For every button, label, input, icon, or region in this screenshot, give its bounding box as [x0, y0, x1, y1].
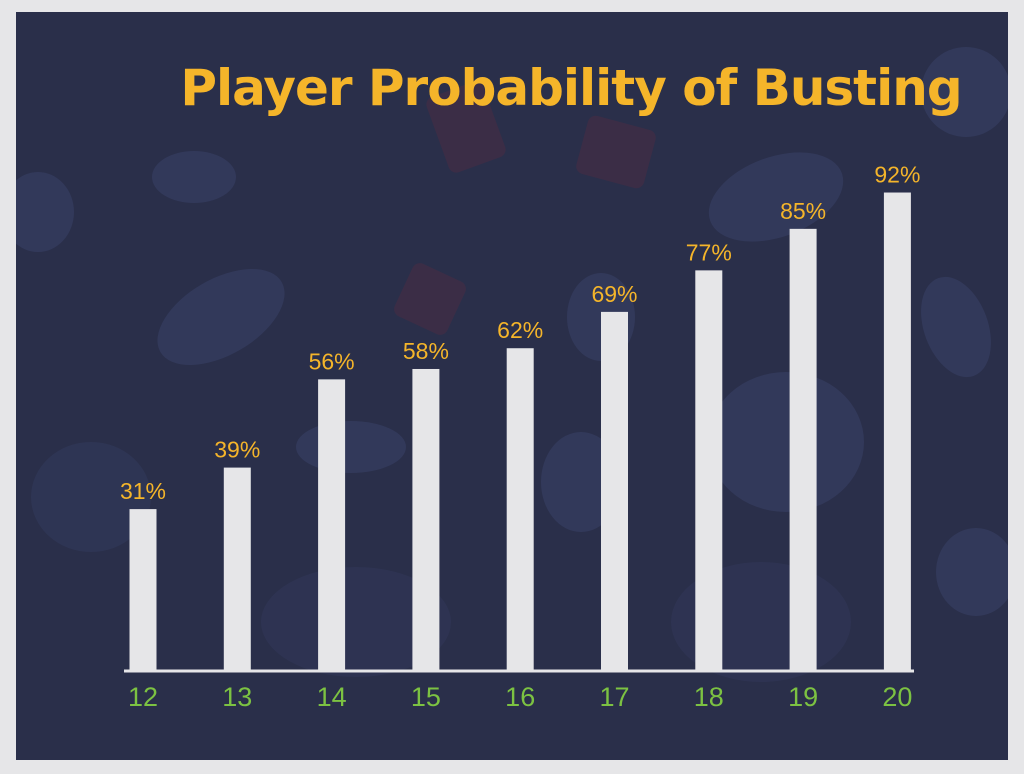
x-tick-label-18: 18 — [694, 682, 724, 712]
dice-icon — [394, 263, 466, 335]
x-tick-label-19: 19 — [788, 682, 818, 712]
chip-icon — [31, 442, 151, 552]
value-label-19: 85% — [780, 198, 826, 224]
value-label-20: 92% — [874, 162, 920, 188]
x-tick-label-15: 15 — [411, 682, 441, 712]
x-tick-label-17: 17 — [599, 682, 629, 712]
chip-icon — [708, 152, 844, 242]
value-label-16: 62% — [497, 317, 543, 343]
chart-panel: Player Probability of Busting 31% 12 39% 13… — [16, 12, 1008, 760]
x-tick-label-16: 16 — [505, 682, 535, 712]
value-label-12: 31% — [120, 478, 166, 504]
bar-12 — [129, 509, 157, 670]
bar-16 — [506, 348, 534, 670]
value-label-18: 77% — [686, 239, 732, 265]
x-tick-label-20: 20 — [882, 682, 912, 712]
value-label-14: 56% — [309, 348, 355, 374]
chip-icon — [16, 172, 74, 252]
value-label-13: 39% — [214, 437, 260, 463]
bar-15 — [412, 368, 440, 670]
bar-20 — [883, 192, 911, 670]
bar-18 — [695, 270, 723, 670]
chip-icon — [152, 151, 236, 203]
chart-title: Player Probability of Busting — [180, 59, 962, 117]
bar-17 — [601, 311, 628, 670]
dice-icon — [576, 115, 656, 189]
bar-chart: 31% 12 39% 13 56% 14 58% 15 62% 16 69% 17 77% 18 85% 19… — [120, 162, 920, 712]
value-label-15: 58% — [403, 338, 449, 364]
bar-19 — [789, 228, 817, 670]
bar-13 — [223, 467, 251, 670]
chip-icon — [261, 567, 451, 677]
chip-icon — [157, 268, 285, 366]
chip-icon — [921, 276, 991, 378]
x-tick-label-12: 12 — [128, 682, 158, 712]
x-tick-label-13: 13 — [222, 682, 252, 712]
chip-icon — [936, 528, 1008, 616]
casino-chips-background — [16, 47, 1008, 682]
x-tick-label-14: 14 — [317, 682, 347, 712]
value-label-17: 69% — [591, 281, 637, 307]
bar-14 — [318, 379, 346, 670]
chip-icon — [921, 47, 1008, 137]
dice-icon — [426, 81, 506, 173]
chip-icon — [708, 372, 864, 512]
